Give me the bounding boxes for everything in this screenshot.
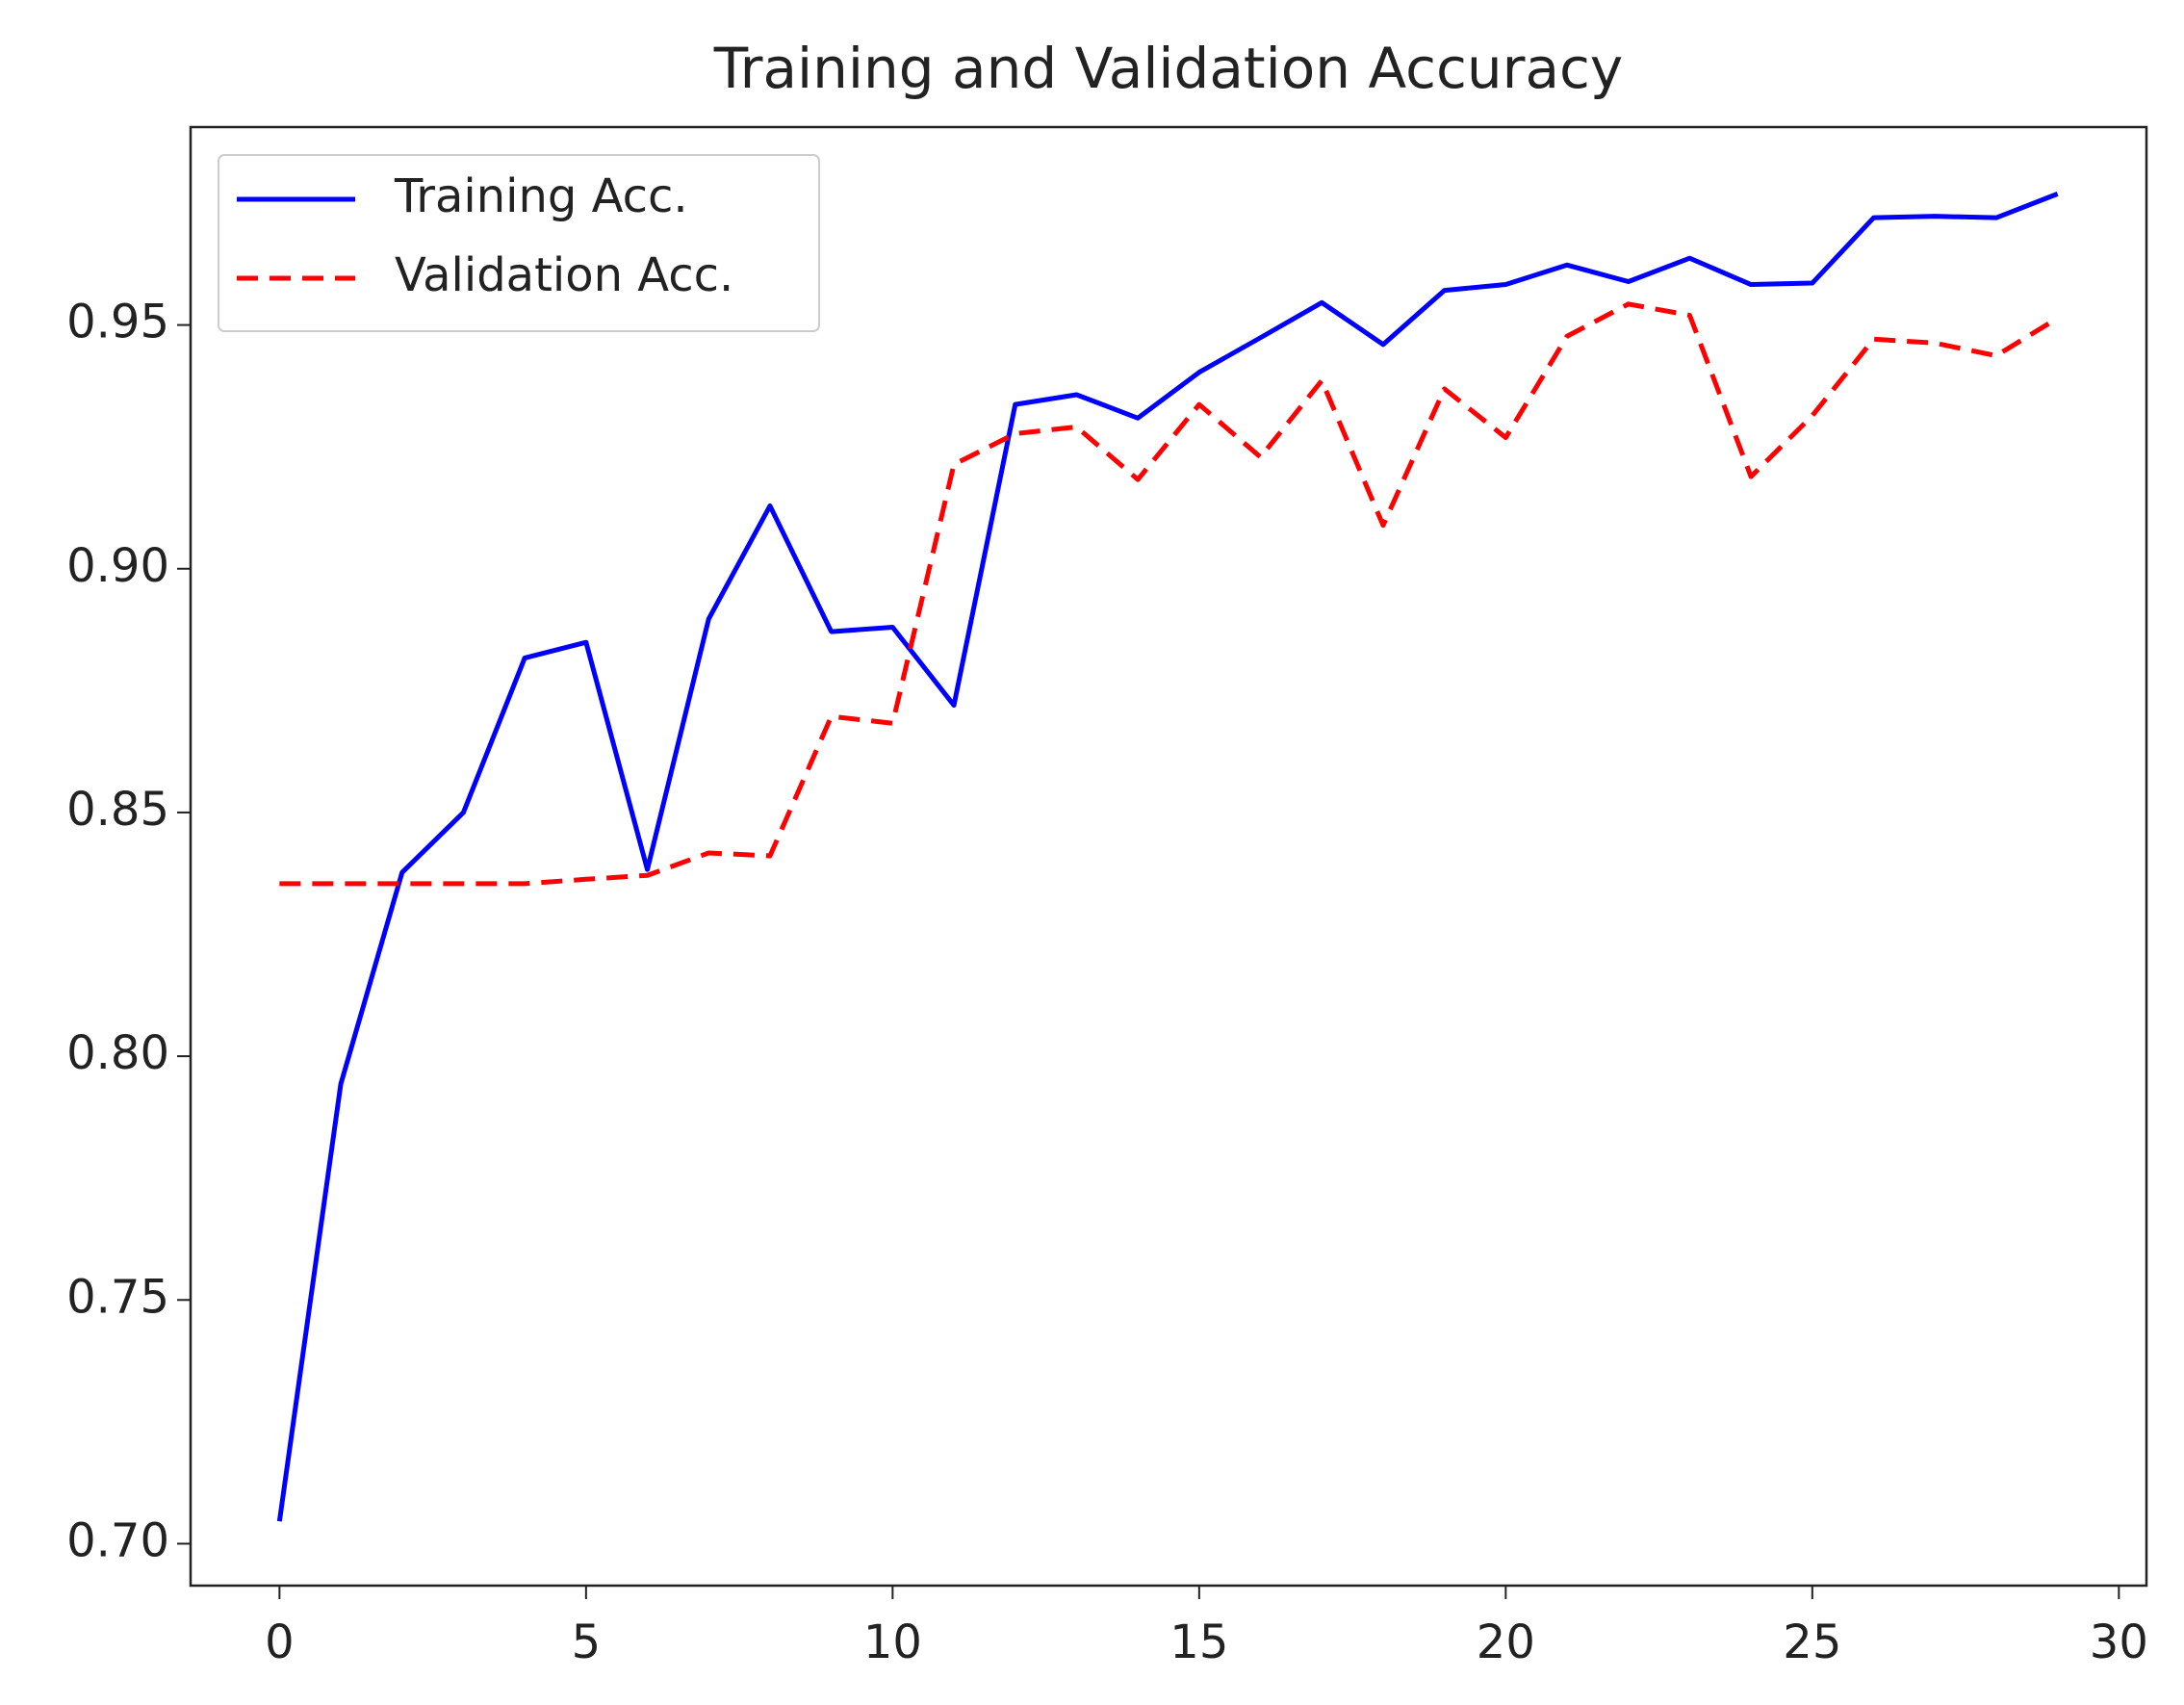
- series-line: [279, 301, 2059, 887]
- x-tick-label: 0: [265, 1615, 295, 1669]
- chart-title: Training and Validation Accuracy: [713, 36, 1623, 101]
- x-tick-label: 25: [1783, 1615, 1841, 1669]
- legend-label: Training Acc.: [394, 169, 688, 223]
- x-tick-label: 10: [863, 1615, 922, 1669]
- legend-label: Validation Acc.: [395, 248, 733, 302]
- x-tick-label: 15: [1169, 1615, 1228, 1669]
- y-tick-label: 0.85: [66, 783, 169, 837]
- legend-box: [218, 154, 820, 332]
- y-tick-label: 0.95: [66, 296, 169, 349]
- x-tick-label: 5: [572, 1615, 602, 1669]
- x-tick-label: 30: [2090, 1615, 2148, 1669]
- x-tick-label: 20: [1477, 1615, 1535, 1669]
- y-tick-label: 0.70: [66, 1513, 169, 1567]
- y-tick-label: 0.75: [66, 1270, 169, 1324]
- plot-frame: [189, 125, 2148, 1588]
- y-tick-label: 0.90: [66, 539, 169, 593]
- y-tick-label: 0.80: [66, 1026, 169, 1080]
- series-line: [276, 192, 2059, 1522]
